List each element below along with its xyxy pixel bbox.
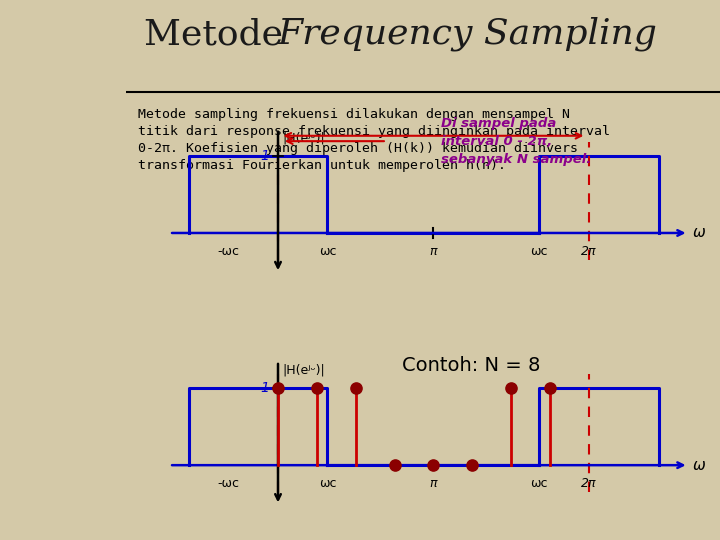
Text: Frequency Sampling: Frequency Sampling (277, 17, 657, 51)
Point (389, 461, 400, 469)
Text: interval 0 - 2π,: interval 0 - 2π, (441, 135, 552, 148)
Point (311, 384, 323, 393)
Text: sebanyak N sampel.: sebanyak N sampel. (441, 153, 591, 166)
Text: ω: ω (693, 458, 705, 472)
Text: 1: 1 (260, 149, 269, 163)
Text: -ωᴄ: -ωᴄ (217, 245, 240, 258)
Point (350, 384, 361, 393)
Point (505, 384, 517, 393)
Text: π: π (430, 245, 437, 258)
Text: 1: 1 (260, 381, 269, 395)
Point (467, 461, 478, 469)
Text: Contoh: N = 8: Contoh: N = 8 (402, 356, 540, 375)
Point (272, 384, 284, 393)
Point (428, 461, 439, 469)
Point (544, 384, 556, 393)
Text: Di sampel pada: Di sampel pada (441, 117, 557, 130)
Text: 2π: 2π (581, 477, 596, 490)
Text: |H(eʲᵕ)|: |H(eʲᵕ)| (282, 131, 325, 144)
Text: |H(eʲᵕ)|: |H(eʲᵕ)| (282, 363, 325, 376)
Text: Metode: Metode (144, 17, 294, 51)
Text: π: π (430, 477, 437, 490)
Text: ω: ω (693, 226, 705, 240)
Text: ωᴄ: ωᴄ (319, 245, 336, 258)
Text: ωᴄ: ωᴄ (531, 245, 548, 258)
Text: 2π: 2π (581, 245, 596, 258)
Text: ωᴄ: ωᴄ (319, 477, 336, 490)
Text: -ωᴄ: -ωᴄ (217, 477, 240, 490)
Text: Metode sampling frekuensi dilakukan dengan mensampel N
titik dari response freku: Metode sampling frekuensi dilakukan deng… (138, 108, 610, 172)
Text: ωᴄ: ωᴄ (531, 477, 548, 490)
